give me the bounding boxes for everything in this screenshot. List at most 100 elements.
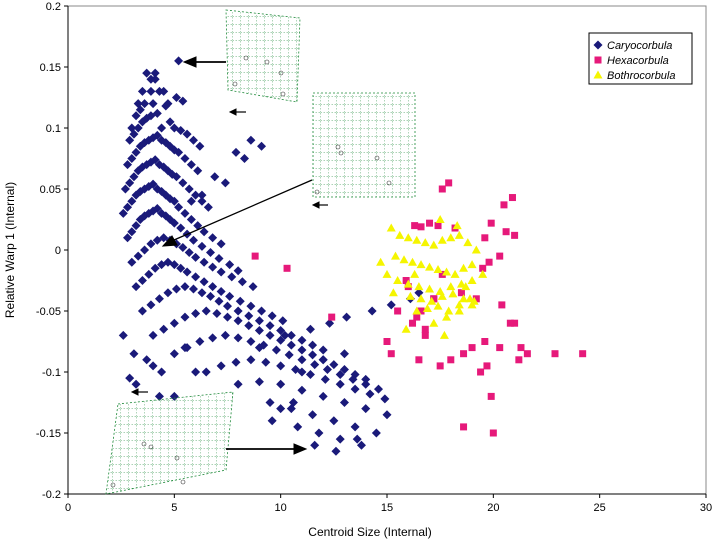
- data-point: [231, 147, 241, 157]
- data-point: [342, 312, 352, 322]
- data-point: [131, 282, 141, 292]
- data-point: [437, 235, 447, 244]
- data-point: [191, 252, 201, 262]
- data-point: [169, 218, 179, 228]
- data-point: [261, 357, 271, 367]
- x-tick-label: 20: [487, 502, 499, 514]
- data-point: [195, 337, 205, 346]
- data-point: [186, 196, 196, 206]
- legend-label-bothrocorbula: Bothrocorbula: [607, 70, 676, 82]
- x-tick-label: 15: [381, 502, 393, 514]
- data-point: [478, 269, 488, 278]
- data-point: [471, 245, 481, 254]
- data-point: [394, 307, 402, 315]
- data-point: [447, 356, 455, 364]
- data-point: [140, 245, 150, 255]
- data-point: [182, 129, 192, 139]
- data-point: [485, 258, 493, 266]
- data-point: [133, 123, 143, 133]
- data-point: [254, 343, 264, 353]
- data-point: [169, 196, 179, 206]
- data-point: [188, 284, 198, 294]
- data-point: [191, 308, 201, 318]
- data-point: [329, 416, 339, 426]
- data-point: [318, 355, 328, 365]
- data-point: [297, 345, 307, 355]
- legend-label-hexacorbula: Hexacorbula: [607, 55, 669, 67]
- data-point: [150, 155, 160, 165]
- data-point: [178, 178, 188, 188]
- data-point: [438, 185, 446, 193]
- data-point: [293, 422, 303, 432]
- data-point: [178, 243, 188, 253]
- data-point: [169, 260, 179, 270]
- data-point: [148, 179, 158, 189]
- data-point: [515, 356, 523, 364]
- data-point: [551, 350, 559, 358]
- data-point: [448, 289, 458, 298]
- data-point: [131, 221, 141, 231]
- data-point: [201, 367, 211, 377]
- data-point: [286, 340, 296, 350]
- data-point: [517, 344, 525, 352]
- data-point: [148, 361, 158, 371]
- data-point: [415, 356, 423, 364]
- data-point: [339, 365, 349, 375]
- data-point: [176, 125, 186, 135]
- data-point: [199, 257, 209, 267]
- series-bothrocorbula: [376, 215, 488, 339]
- data-point: [280, 330, 290, 340]
- data-point: [152, 204, 162, 214]
- data-point: [297, 335, 307, 345]
- data-point: [308, 410, 318, 420]
- data-point: [129, 129, 139, 139]
- annotation-arrows: [130, 56, 328, 455]
- data-point: [417, 223, 425, 231]
- data-point: [318, 345, 328, 355]
- data-point: [409, 319, 417, 327]
- y-tick-label: 0.2: [46, 1, 61, 13]
- data-point: [233, 266, 243, 276]
- data-point: [395, 230, 405, 239]
- data-point: [214, 254, 224, 264]
- data-point: [214, 296, 224, 306]
- data-point: [414, 282, 424, 291]
- data-point: [483, 362, 491, 370]
- data-point: [208, 282, 218, 292]
- data-point: [391, 251, 401, 260]
- data-point: [429, 240, 439, 249]
- data-point: [328, 313, 336, 321]
- data-point: [425, 262, 435, 271]
- data-point: [159, 324, 169, 334]
- data-point: [180, 343, 190, 353]
- data-point: [393, 276, 403, 284]
- data-point: [461, 282, 471, 291]
- data-point: [421, 331, 429, 339]
- data-point: [227, 272, 237, 282]
- data-point: [437, 291, 447, 300]
- data-point: [171, 172, 181, 182]
- data-point: [318, 391, 328, 401]
- data-point: [146, 239, 156, 249]
- data-point: [479, 264, 487, 272]
- data-point: [297, 385, 307, 395]
- y-tick-label: 0.05: [40, 184, 61, 196]
- data-point: [118, 330, 128, 340]
- data-point: [310, 440, 320, 450]
- data-point: [405, 291, 415, 300]
- data-point: [197, 241, 207, 251]
- data-point: [251, 252, 259, 260]
- data-point: [148, 330, 158, 340]
- data-point: [467, 300, 477, 309]
- data-point: [246, 337, 256, 346]
- data-point: [231, 357, 241, 367]
- data-point: [212, 308, 222, 318]
- data-point: [579, 350, 587, 358]
- data-point: [220, 330, 230, 340]
- data-point: [195, 141, 205, 151]
- data-point: [180, 312, 190, 322]
- data-point: [169, 318, 179, 328]
- data-point: [467, 260, 477, 269]
- data-point: [197, 190, 207, 200]
- data-point: [297, 355, 307, 365]
